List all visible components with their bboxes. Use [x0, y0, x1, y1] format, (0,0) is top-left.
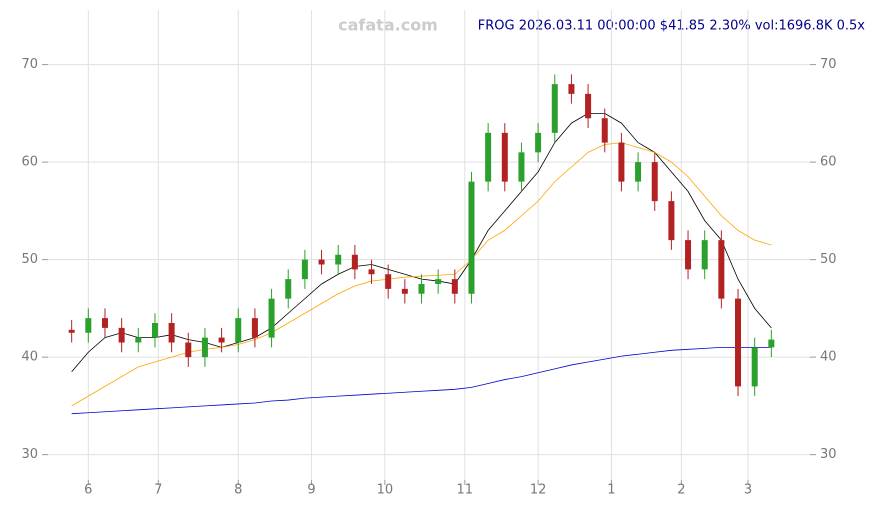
candle-body [185, 342, 192, 358]
x-tick-label: 7 [154, 483, 162, 498]
candle-body [718, 240, 725, 299]
candle-body [518, 152, 525, 182]
candle-body [351, 254, 358, 270]
x-tick-label: 9 [307, 483, 315, 498]
candle-body [735, 298, 742, 387]
y-tick-label: 50 [21, 252, 38, 267]
x-tick-label: 8 [234, 483, 242, 498]
x-tick-label: 12 [530, 483, 547, 498]
candle-body [135, 337, 142, 343]
candle-body [301, 259, 308, 280]
candle-body [535, 132, 542, 153]
x-tick-label: 6 [84, 483, 92, 498]
candle-body [418, 284, 425, 294]
y-tick-label: 60 [21, 155, 38, 170]
candle-body [768, 339, 775, 348]
x-tick-label: 1 [607, 483, 615, 498]
y-tick-label: 70 [21, 57, 38, 72]
candle-body [268, 298, 275, 338]
candle-body [568, 84, 575, 94]
y-tick-label: 70 [820, 57, 837, 72]
y-tick-label: 50 [820, 252, 837, 267]
candle-body [118, 327, 125, 343]
candle-body [385, 274, 392, 289]
candle-body [401, 288, 408, 294]
chart-title: FROG 2026.03.11 00:00:00 $41.85 2.30% vo… [478, 19, 866, 34]
candle-body [285, 279, 292, 299]
candle-body [451, 279, 458, 294]
candle-body [601, 118, 608, 143]
candle-body [368, 269, 375, 275]
candle-body [468, 181, 475, 294]
indicator-line [71, 346, 772, 415]
candle-body [235, 318, 242, 343]
candle-body [168, 323, 175, 343]
candle-body [151, 323, 158, 338]
candle-body [85, 318, 92, 333]
candle-body [68, 329, 75, 333]
x-tick-label: 11 [457, 483, 474, 498]
candle-body [435, 279, 442, 285]
candle-body [201, 337, 208, 358]
watermark: cafata.com [338, 16, 438, 35]
candle-body [101, 318, 108, 328]
y-tick-label: 40 [820, 350, 837, 365]
x-tick-label: 3 [744, 483, 752, 498]
candle-body [618, 142, 625, 182]
y-tick-label: 60 [820, 155, 837, 170]
candle-body [318, 259, 325, 265]
candle-body [335, 254, 342, 265]
candle-body [551, 84, 558, 133]
y-tick-label: 30 [820, 447, 837, 462]
x-tick-label: 2 [677, 483, 685, 498]
candle-body [668, 201, 675, 241]
x-tick-label: 10 [377, 483, 394, 498]
candle-body [485, 132, 492, 182]
candle-body [701, 240, 708, 270]
candle-body [251, 318, 258, 338]
candle-body [635, 162, 642, 182]
candle-body [585, 93, 592, 119]
candle-body [218, 337, 225, 343]
candle-body [751, 347, 758, 387]
y-tick-label: 30 [21, 447, 38, 462]
y-tick-label: 40 [21, 350, 38, 365]
candle-body [685, 240, 692, 270]
candle-body [501, 132, 508, 182]
candle-body [651, 162, 658, 202]
